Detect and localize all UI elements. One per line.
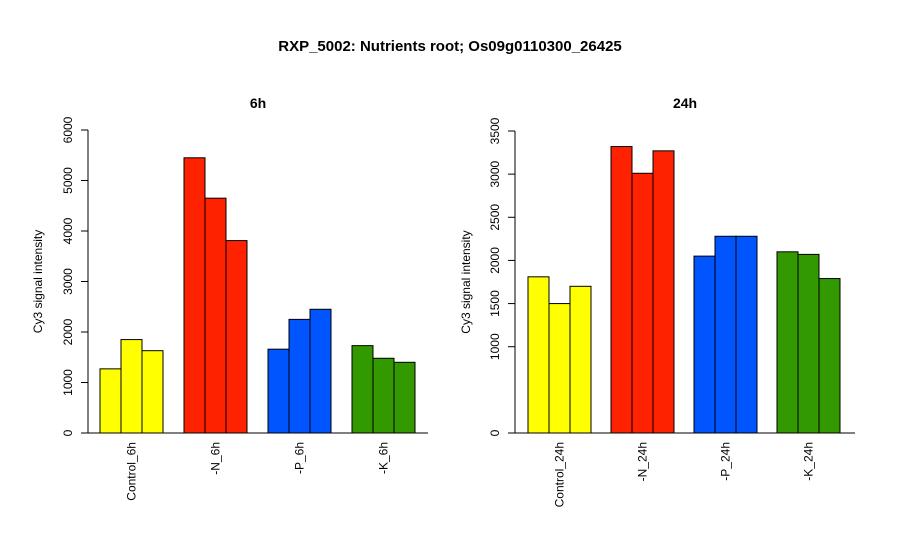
- chart2-bar--K_24h-3: [818, 278, 841, 434]
- chart1-bar-Control_6h-3: [141, 350, 164, 434]
- chart1-bar--K_6h-3: [393, 361, 416, 434]
- chart2-bar--P_24h-3: [735, 235, 758, 434]
- chart2-bar--N_24h-3: [652, 150, 675, 434]
- chart1-ytick-label-4000: 4000: [61, 217, 75, 244]
- chart2-ytick-label-1500: 1500: [488, 290, 502, 317]
- chart1-bar--K_6h-1: [351, 345, 374, 434]
- chart1-ytick-label-6000: 6000: [61, 116, 75, 143]
- chart2-category-label--K_24h: -K_24h: [802, 442, 816, 481]
- chart1-category-label-Control_6h: Control_6h: [125, 442, 139, 501]
- chart2-bar-Control_24h-1: [527, 276, 550, 434]
- chart2-ytick-label-3000: 3000: [488, 160, 502, 187]
- chart1-bar--P_6h-2: [288, 318, 311, 434]
- chart1-ytick-label-1000: 1000: [61, 369, 75, 396]
- chart1-bar--P_6h-3: [309, 308, 332, 434]
- chart2-bar-Control_24h-2: [548, 303, 571, 434]
- chart1-bar--K_6h-2: [372, 357, 395, 434]
- chart2-ytick-label-1000: 1000: [488, 333, 502, 360]
- chart1-bar--P_6h-1: [267, 348, 290, 434]
- figure-title: RXP_5002: Nutrients root; Os09g0110300_2…: [278, 38, 622, 55]
- chart2-bar--P_24h-1: [693, 255, 716, 434]
- chart2-ytick-label-2000: 2000: [488, 247, 502, 274]
- chart1-bar--N_6h-2: [204, 197, 227, 434]
- chart1-ytick-label-3000: 3000: [61, 268, 75, 295]
- chart2-ytick-label-2500: 2500: [488, 204, 502, 231]
- chart2-ytick-label-0: 0: [488, 429, 502, 436]
- chart2-bar--N_24h-2: [631, 172, 654, 434]
- chart2-category-label-Control_24h: Control_24h: [553, 442, 567, 507]
- chart1-ylabel: Cy3 signal intensity: [31, 230, 45, 333]
- chart1-category-label--K_6h: -K_6h: [377, 442, 391, 474]
- chart2-bar-Control_24h-3: [569, 285, 592, 434]
- chart1-title: 6h: [250, 95, 266, 111]
- chart2-category-label--P_24h: -P_24h: [719, 442, 733, 481]
- chart2-bar--K_24h-2: [797, 253, 820, 434]
- chart2-category-label--N_24h: -N_24h: [636, 442, 650, 481]
- chart1-ytick-label-5000: 5000: [61, 167, 75, 194]
- chart2-bar--K_24h-1: [776, 251, 799, 434]
- chart1-bar--N_6h-1: [183, 157, 206, 434]
- chart1-ytick-label-0: 0: [61, 429, 75, 436]
- chart1-category-label--P_6h: -P_6h: [293, 442, 307, 474]
- chart2-ytick-label-3500: 3500: [488, 117, 502, 144]
- chart2-title: 24h: [673, 95, 697, 111]
- chart1-ytick-label-2000: 2000: [61, 318, 75, 345]
- chart1-category-label--N_6h: -N_6h: [209, 442, 223, 475]
- chart2-bar--P_24h-2: [714, 235, 737, 434]
- chart2-ylabel: Cy3 signal intensity: [459, 230, 473, 333]
- chart1-bar--N_6h-3: [225, 240, 248, 434]
- chart2-bar--N_24h-1: [610, 146, 633, 434]
- chart1-bar-Control_6h-2: [120, 339, 143, 434]
- chart1-bar-Control_6h-1: [99, 368, 122, 434]
